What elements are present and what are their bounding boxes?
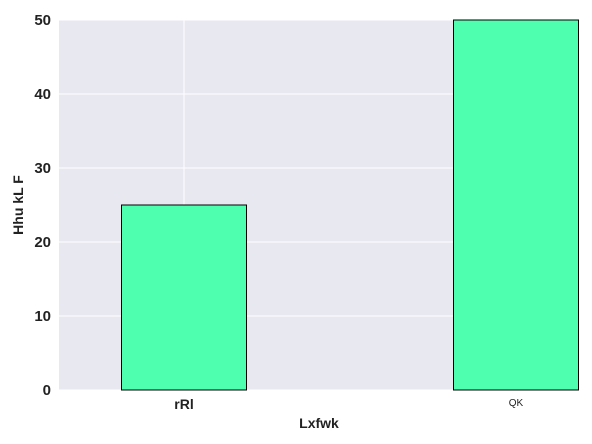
- x-tick-label: rRl: [174, 396, 193, 412]
- y-axis-ticks: 0 10 20 30 40 50: [34, 12, 51, 399]
- y-tick-label: 0: [43, 382, 51, 399]
- y-tick-label: 50: [34, 12, 51, 29]
- y-tick-label: 30: [34, 160, 51, 177]
- bars: [121, 19, 579, 391]
- x-tick-label: QK: [509, 398, 524, 409]
- x-axis-ticks: rRl QK: [174, 396, 523, 412]
- y-axis-label: Hhu kL F: [10, 175, 26, 235]
- y-tick-label: 20: [34, 234, 51, 251]
- y-tick-label: 10: [34, 308, 51, 325]
- bar-QK: [453, 19, 579, 391]
- x-axis-label: Lxfwk: [299, 415, 339, 431]
- y-tick-label: 40: [34, 86, 51, 103]
- bar-rRl: [121, 204, 247, 391]
